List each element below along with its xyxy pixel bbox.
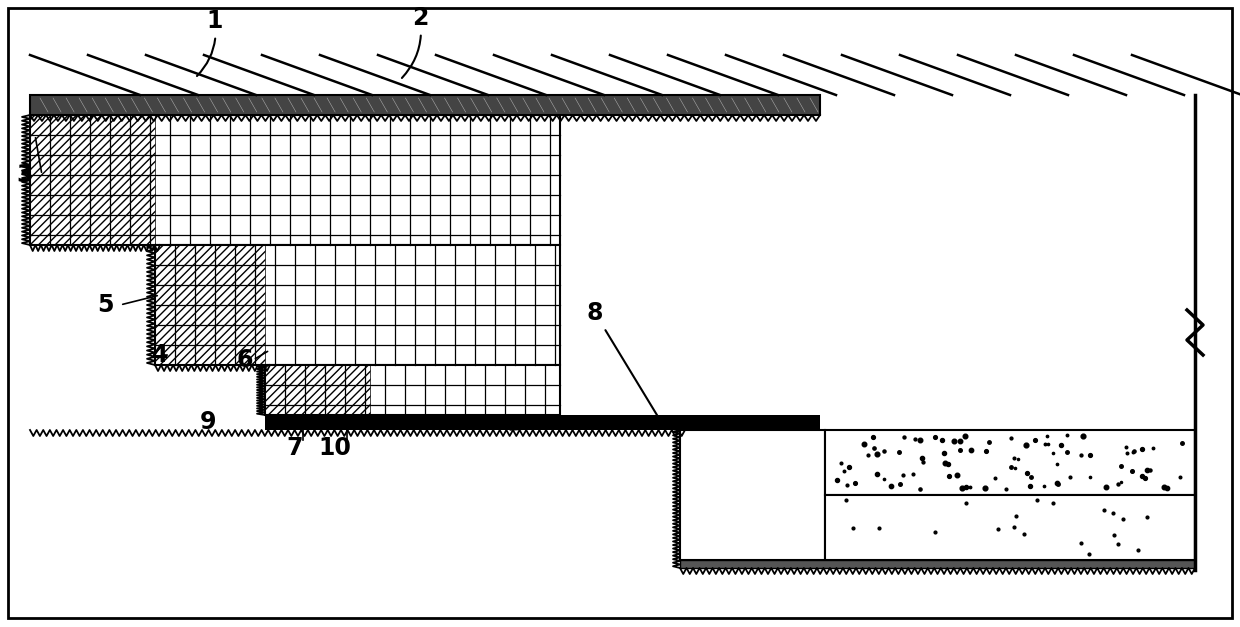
Bar bbox=[265, 365, 370, 415]
Text: 9: 9 bbox=[200, 410, 216, 434]
Bar bbox=[155, 245, 265, 365]
Text: 8: 8 bbox=[587, 301, 658, 418]
Text: 10: 10 bbox=[319, 436, 351, 460]
Bar bbox=[30, 115, 560, 245]
Bar bbox=[680, 560, 1195, 568]
Bar bbox=[30, 115, 155, 245]
Bar bbox=[265, 415, 820, 430]
Polygon shape bbox=[510, 415, 655, 430]
Text: 3: 3 bbox=[17, 163, 33, 187]
Text: 7: 7 bbox=[286, 436, 304, 460]
Text: 2: 2 bbox=[402, 6, 428, 78]
Text: 5: 5 bbox=[97, 293, 113, 317]
Bar bbox=[825, 495, 1195, 560]
Text: 4: 4 bbox=[151, 343, 169, 367]
Bar bbox=[825, 430, 1195, 495]
Bar bbox=[155, 245, 560, 365]
Text: 6: 6 bbox=[237, 348, 253, 372]
Bar bbox=[680, 430, 825, 560]
Text: 1: 1 bbox=[197, 9, 223, 76]
Bar bbox=[30, 95, 820, 115]
Bar bbox=[265, 365, 560, 415]
